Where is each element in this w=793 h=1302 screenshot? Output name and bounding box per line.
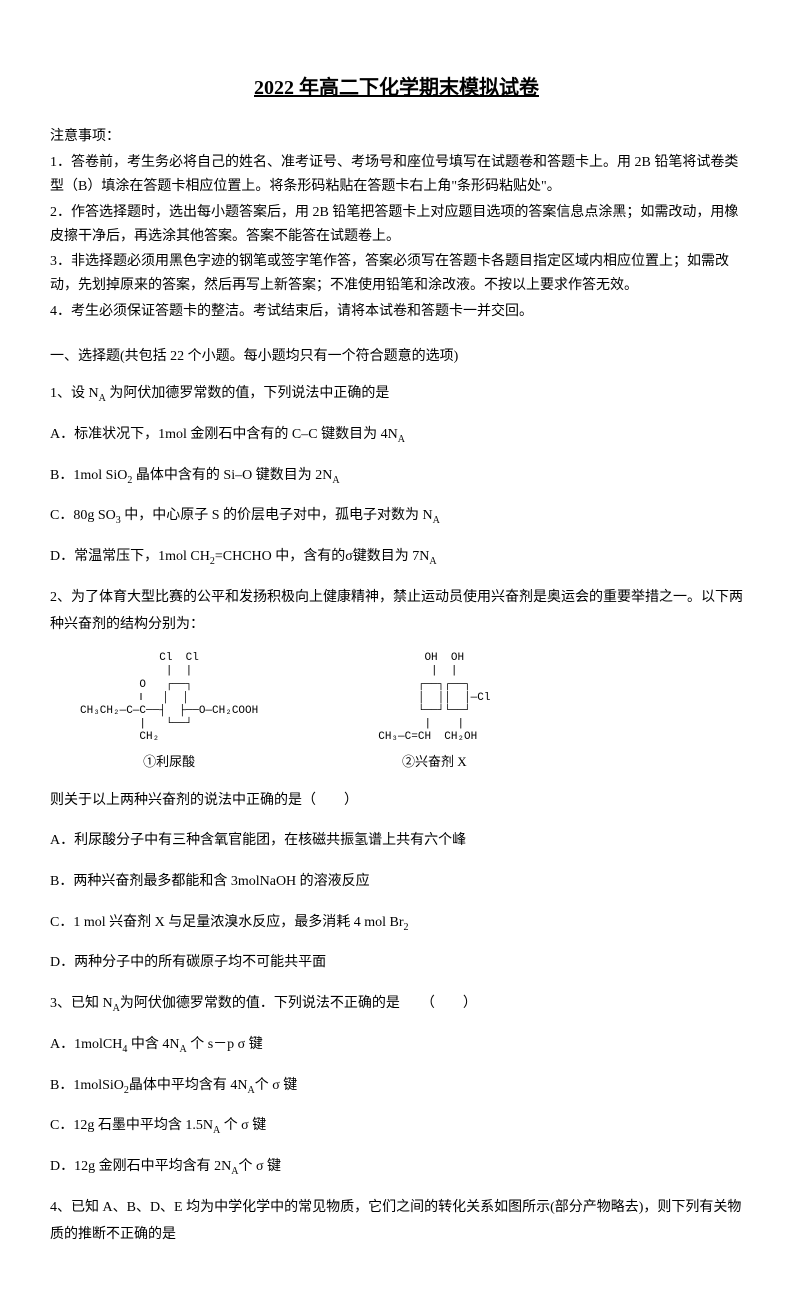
q1-option-a: A．标准状况下，1mol 金刚石中含有的 C–C 键数目为 4NA [50,422,743,449]
structure-2-box: OH OH | | ┌──┐┌──┐ │ ││ │—Cl └──┘└──┘ | … [378,652,490,774]
page-title: 2022 年高二下化学期末模拟试卷 [50,70,743,106]
chemical-structures-row: Cl Cl | | O ┌──┐ ‖ │ │ CH₃CH₂—C—C──┤ ├──… [80,652,743,774]
q1-option-b: B．1mol SiO2 晶体中含有的 Si–O 键数目为 2NA [50,463,743,490]
notice-header: 注意事项： [50,124,743,149]
notice-item-1: 1．答卷前，考生务必将自己的姓名、准考证号、考场号和座位号填写在试题卷和答题卡上… [50,151,743,199]
q3-option-c: C．12g 石墨中平均含 1.5NA 个 σ 键 [50,1113,743,1140]
notice-item-3: 3．非选择题必须用黑色字迹的钢笔或签字笔作答，答案必须写在答题卡各题目指定区域内… [50,250,743,298]
q3-option-d: D．12g 金刚石中平均含有 2NA个 σ 键 [50,1154,743,1181]
structure-1-label: ①利尿酸 [143,750,195,773]
q3-stem: 3、已知 NA为阿伏伽德罗常数的值．下列说法不正确的是 （ ） [50,991,743,1018]
notice-item-4: 4．考生必须保证答题卡的整洁。考试结束后，请将本试卷和答题卡一并交回。 [50,300,743,324]
q3-option-b: B．1molSiO2晶体中平均含有 4NA个 σ 键 [50,1073,743,1100]
structure-1-box: Cl Cl | | O ┌──┐ ‖ │ │ CH₃CH₂—C—C──┤ ├──… [80,652,258,774]
q1-option-d: D．常温常压下，1mol CH2=CHCHO 中，含有的σ键数目为 7NA [50,544,743,571]
q2-option-c: C．1 mol 兴奋剂 X 与足量浓溴水反应，最多消耗 4 mol Br2 [50,910,743,937]
structure-1-diagram: Cl Cl | | O ┌──┐ ‖ │ │ CH₃CH₂—C—C──┤ ├──… [80,652,258,744]
q2-option-d: D．两种分子中的所有碳原子均不可能共平面 [50,950,743,977]
q3-option-a: A．1molCH4 中含 4NA 个 s－p σ 键 [50,1032,743,1059]
structure-2-label: ②兴奋剂 X [402,750,467,773]
q2-option-b: B．两种兴奋剂最多都能和含 3molNaOH 的溶液反应 [50,869,743,896]
q2-substem: 则关于以上两种兴奋剂的说法中正确的是（ ） [50,788,743,815]
section-1-title: 一、选择题(共包括 22 个小题。每小题均只有一个符合题意的选项) [50,344,743,369]
structure-2-diagram: OH OH | | ┌──┐┌──┐ │ ││ │—Cl └──┘└──┘ | … [378,652,490,744]
q1-option-c: C．80g SO3 中，中心原子 S 的价层电子对中，孤电子对数为 NA [50,503,743,530]
q2-option-a: A．利尿酸分子中有三种含氧官能团，在核磁共振氢谱上共有六个峰 [50,828,743,855]
notice-item-2: 2．作答选择题时，选出每小题答案后，用 2B 铅笔把答题卡上对应题目选项的答案信… [50,201,743,249]
q4-stem: 4、已知 A、B、D、E 均为中学化学中的常见物质，它们之间的转化关系如图所示(… [50,1195,743,1248]
q2-stem: 2、为了体育大型比赛的公平和发扬积极向上健康精神，禁止运动员使用兴奋剂是奥运会的… [50,585,743,638]
q1-stem: 1、设 NA 为阿伏加德罗常数的值，下列说法中正确的是 [50,381,743,408]
